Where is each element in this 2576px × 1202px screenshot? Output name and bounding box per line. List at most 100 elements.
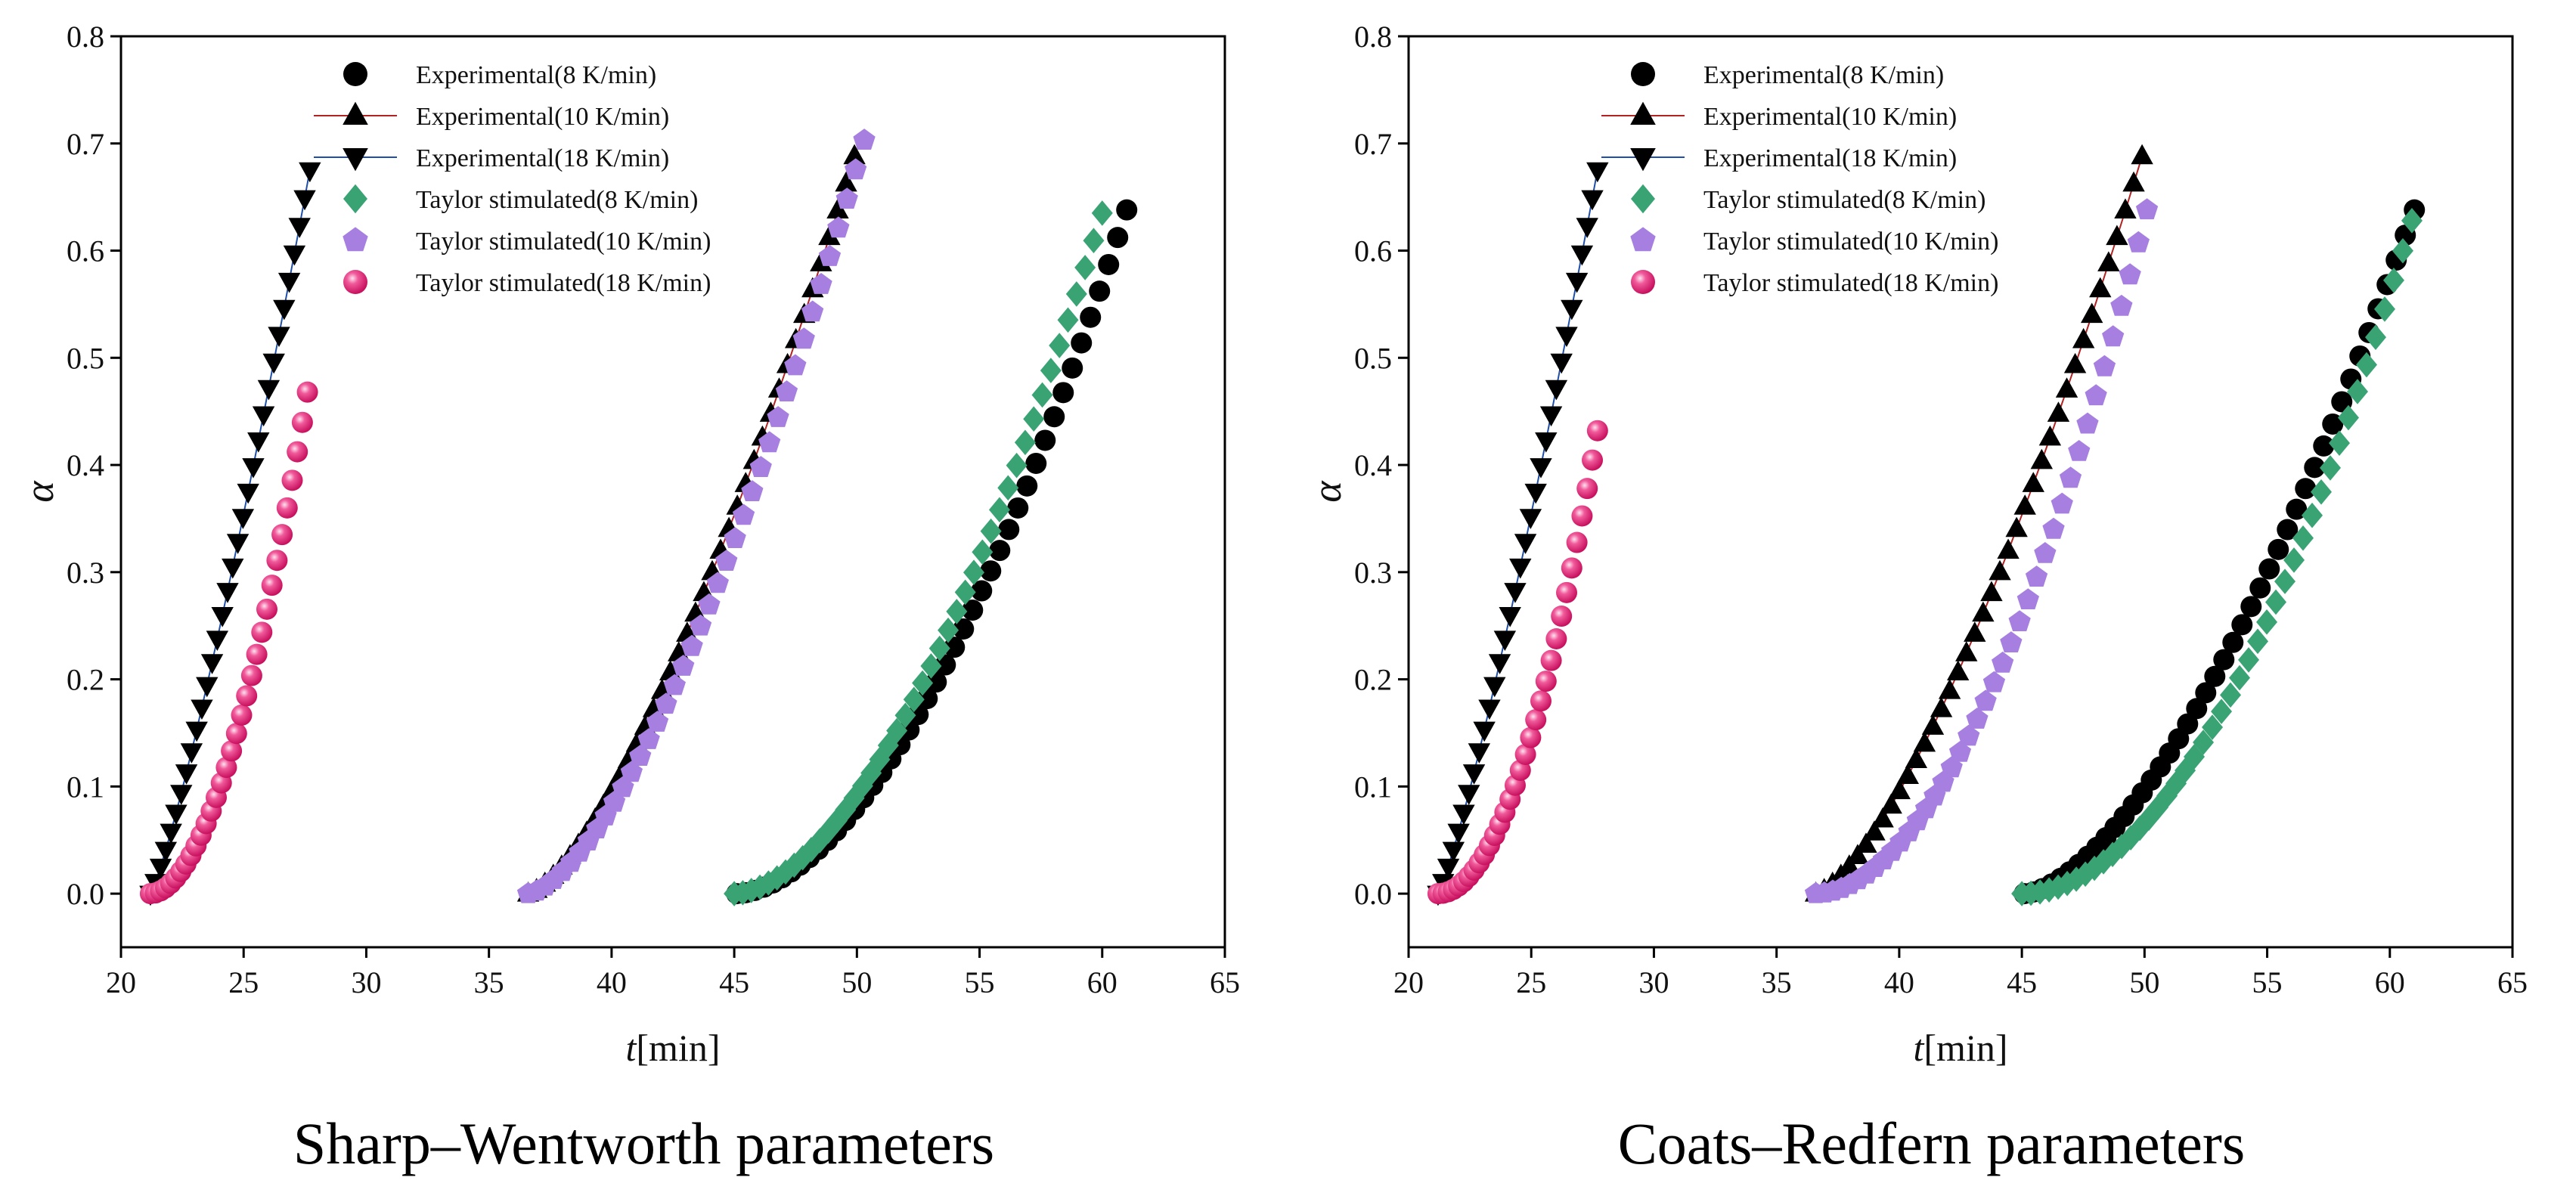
data-point xyxy=(1565,272,1589,293)
data-point xyxy=(2068,440,2091,461)
data-point xyxy=(2249,577,2271,599)
data-point xyxy=(980,518,1002,544)
series-4 xyxy=(724,200,1113,906)
data-point xyxy=(1493,630,1517,651)
legend-marker xyxy=(343,227,368,252)
data-point xyxy=(2277,519,2299,541)
data-point xyxy=(242,458,265,479)
data-point xyxy=(216,583,239,603)
x-tick-label: 45 xyxy=(2007,965,2037,999)
legend-marker xyxy=(343,184,367,214)
data-point xyxy=(1509,759,1531,781)
data-point xyxy=(2093,355,2116,376)
data-point xyxy=(2283,547,2305,573)
y-tick-label: 0.1 xyxy=(1354,770,1392,804)
data-point xyxy=(724,527,746,548)
data-point xyxy=(2231,614,2253,636)
data-point xyxy=(1980,581,2003,602)
data-point xyxy=(251,621,273,643)
data-point xyxy=(1530,458,1552,479)
data-point xyxy=(1074,255,1096,280)
data-point xyxy=(2392,237,2413,264)
data-point xyxy=(732,503,755,525)
data-point xyxy=(299,162,321,183)
legend-marker xyxy=(1630,227,1656,252)
data-point xyxy=(291,411,313,433)
data-point xyxy=(2042,517,2065,539)
y-tick-label: 0.2 xyxy=(67,663,104,697)
data-point xyxy=(247,432,270,453)
y-tick-label: 0.5 xyxy=(1354,341,1392,375)
data-point xyxy=(2220,682,2242,708)
data-point xyxy=(2022,472,2044,492)
legend-item: Experimental(18 K/min) xyxy=(1601,144,1957,172)
data-point xyxy=(2337,404,2359,431)
legend-marker xyxy=(343,62,367,86)
data-point xyxy=(1071,332,1093,354)
data-point xyxy=(1972,601,1995,622)
data-point xyxy=(170,785,193,805)
data-point xyxy=(225,723,247,745)
legend-marker xyxy=(1631,184,1655,214)
data-point xyxy=(237,483,259,504)
data-point xyxy=(1483,677,1506,698)
data-point xyxy=(1966,708,1989,729)
data-point xyxy=(1561,299,1583,321)
data-point xyxy=(2382,267,2404,293)
data-point xyxy=(283,245,306,266)
data-point xyxy=(2295,478,2317,500)
data-point xyxy=(2268,538,2289,560)
legend-item: Experimental(8 K/min) xyxy=(1631,61,1944,89)
data-point xyxy=(256,598,277,620)
data-point xyxy=(920,653,942,679)
data-point xyxy=(818,225,841,246)
data-point xyxy=(2097,251,2120,271)
data-point xyxy=(236,685,258,707)
data-point xyxy=(2256,609,2278,635)
y-axis-label: α xyxy=(17,480,62,503)
data-point xyxy=(1062,357,1083,379)
data-point xyxy=(175,764,198,785)
data-point xyxy=(1905,748,1928,769)
data-point xyxy=(2265,589,2287,615)
data-point xyxy=(293,190,316,211)
legend-item: Experimental(18 K/min) xyxy=(314,144,669,172)
data-point xyxy=(1014,429,1036,456)
data-point xyxy=(1520,726,1542,748)
data-point xyxy=(972,539,994,565)
y-tick-label: 0.4 xyxy=(1354,448,1392,482)
data-point xyxy=(1855,832,1877,853)
data-point xyxy=(1871,807,1894,828)
legend-label: Experimental(10 K/min) xyxy=(416,103,669,131)
data-point xyxy=(741,480,764,501)
data-point xyxy=(1535,432,1558,453)
data-point xyxy=(954,579,976,606)
y-tick-label: 0.8 xyxy=(67,20,104,54)
data-point xyxy=(912,670,934,696)
data-point xyxy=(2401,208,2423,234)
data-point xyxy=(2008,610,2031,631)
data-point xyxy=(1964,621,1986,642)
data-point xyxy=(2135,198,2159,220)
data-point xyxy=(843,144,866,165)
data-point xyxy=(261,575,283,596)
data-point xyxy=(1116,199,1138,221)
chart-panel-sharp-wentworth: 20 25 30 35 40 45 50 55 60 65 0.0 0.1 0.2 0.3 0.4 0.5 0.… xyxy=(17,20,1240,1176)
data-point xyxy=(1989,559,2011,581)
legend: Experimental(8 K/min) Experimental(10 K/m… xyxy=(314,61,711,297)
data-point xyxy=(226,534,250,554)
data-point xyxy=(211,606,234,627)
data-point xyxy=(853,129,876,150)
data-point xyxy=(646,711,669,732)
data-point xyxy=(1539,406,1563,427)
legend-label: Taylor stimulated(18 K/min) xyxy=(1703,269,1998,297)
data-point xyxy=(1447,823,1470,844)
data-point xyxy=(1938,679,1961,699)
legend-marker xyxy=(1630,148,1656,172)
x-tick-label: 20 xyxy=(106,965,136,999)
data-point xyxy=(180,743,203,764)
data-point xyxy=(1083,228,1105,254)
data-point xyxy=(2204,665,2226,687)
data-point xyxy=(1555,327,1578,348)
data-point xyxy=(191,699,213,720)
